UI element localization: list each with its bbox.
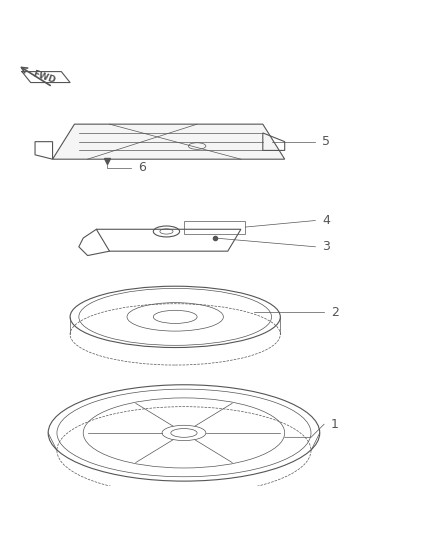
Text: 5: 5	[322, 135, 330, 148]
Text: 3: 3	[322, 240, 330, 253]
Text: 6: 6	[138, 161, 146, 174]
Text: 4: 4	[322, 214, 330, 227]
Text: 2: 2	[331, 306, 339, 319]
Polygon shape	[53, 124, 285, 159]
Text: FWD: FWD	[31, 69, 57, 85]
Text: 1: 1	[331, 418, 339, 431]
